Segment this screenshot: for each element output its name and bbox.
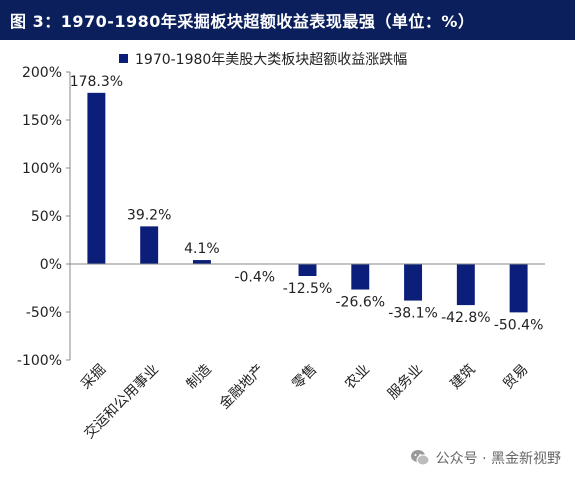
category-label: 农业	[342, 362, 373, 393]
watermark-text: 公众号 · 黑金新视野	[435, 451, 561, 467]
y-axis: 200% 150% 100% 50% 0% -50% -100%	[17, 65, 71, 369]
bar	[351, 264, 370, 290]
legend: 1970-1980年美股大类板块超额收益涨跌幅	[119, 52, 407, 68]
figure-title: 图 3：1970-1980年采掘板块超额收益表现最强（单位：%）	[0, 0, 575, 40]
bar	[404, 264, 423, 301]
bar	[456, 264, 475, 306]
bar	[192, 260, 211, 264]
legend-label: 1970-1980年美股大类板块超额收益涨跌幅	[135, 52, 407, 68]
bars	[87, 92, 528, 313]
data-label: -42.8%	[441, 310, 491, 326]
bar	[140, 226, 159, 264]
data-labels: 178.3% 39.2% 4.1% -0.4% -12.5%-26.6%-38.1% -4…	[70, 74, 544, 334]
y-tick-label: -100%	[17, 353, 62, 369]
category-label: 建筑	[448, 362, 479, 393]
y-tick-label: 50%	[31, 209, 62, 225]
y-tick-label: 0%	[40, 257, 62, 273]
y-tick-label: 200%	[22, 65, 62, 81]
legend-swatch	[119, 54, 128, 63]
data-label: -0.4%	[234, 269, 275, 285]
bar	[298, 264, 317, 276]
category-label: 金融地产	[217, 362, 268, 413]
category-label: 采掘	[78, 362, 109, 393]
watermark: 公众号 · 黑金新视野	[410, 446, 561, 470]
y-tick-label: 100%	[22, 161, 62, 177]
wechat-icon	[410, 450, 430, 466]
data-label: 4.1%	[184, 241, 220, 257]
bar	[87, 92, 106, 264]
category-label: 服务业	[385, 362, 426, 403]
y-tick-label: -50%	[26, 305, 62, 321]
data-label: -50.4%	[494, 317, 544, 333]
bar-chart: 1970-1980年美股大类板块超额收益涨跌幅 200% 150% 100% 50% 0…	[17, 52, 545, 442]
data-label: 39.2%	[127, 207, 171, 223]
category-label: 零售	[289, 362, 320, 393]
data-label: -38.1%	[388, 306, 438, 322]
y-tick-label: 150%	[22, 113, 62, 129]
data-label: -12.5%	[283, 281, 333, 297]
category-label: 贸易	[500, 362, 531, 393]
data-label: -26.6%	[336, 295, 386, 311]
category-label: 制造	[184, 362, 215, 393]
bar	[509, 264, 528, 313]
data-label: 178.3%	[70, 74, 123, 90]
